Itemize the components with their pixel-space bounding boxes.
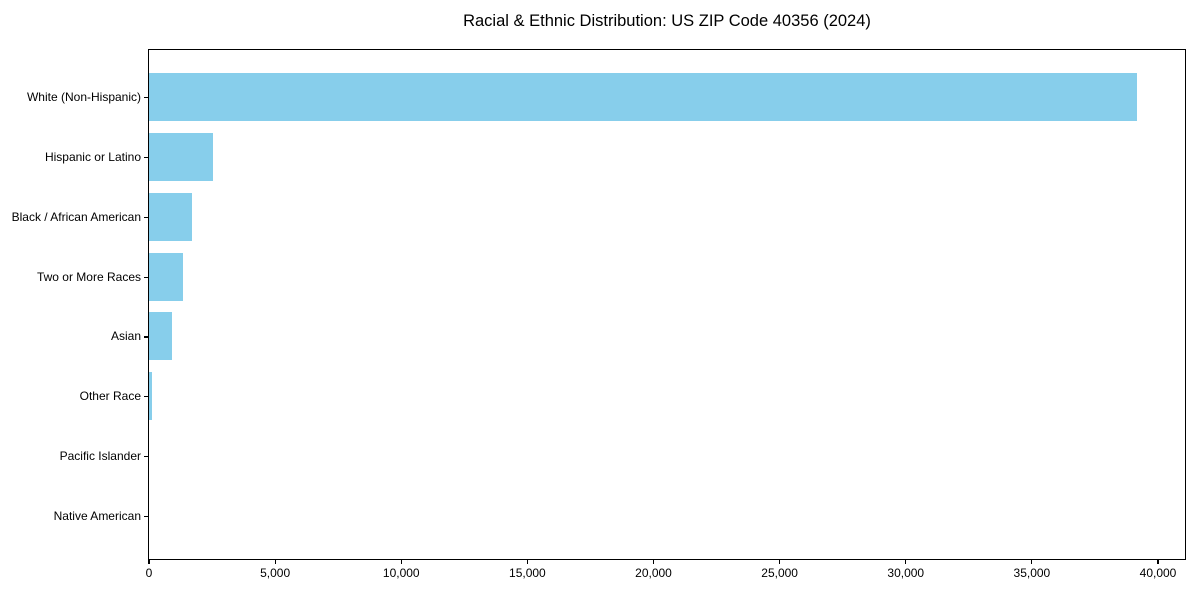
x-tick-label: 20,000 [635, 566, 672, 580]
y-tick-mark [144, 336, 148, 338]
y-tick-label: Pacific Islander [59, 449, 141, 464]
x-tick-mark [652, 560, 655, 564]
x-tick-mark [526, 560, 528, 564]
chart-title: Racial & Ethnic Distribution: US ZIP Cod… [463, 12, 871, 30]
y-tick-label: Hispanic or Latino [44, 149, 141, 164]
x-tick-label: 5,000 [260, 566, 291, 580]
y-tick-label: White (Non-Hispanic) [26, 90, 141, 104]
y-tick-mark [144, 216, 148, 218]
x-tick-label: 10,000 [382, 566, 420, 580]
x-tick-mark [400, 560, 402, 564]
y-tick-label: Two or More Races [36, 269, 141, 284]
x-tick-label: 0 [145, 566, 153, 580]
x-tick-mark [148, 560, 150, 564]
x-tick-label: 40,000 [1139, 566, 1177, 580]
x-tick-label: 15,000 [509, 566, 546, 580]
bar-other-race [149, 372, 153, 421]
y-tick-mark [144, 456, 148, 458]
y-tick-label: Native American [53, 508, 141, 523]
y-tick-label: Black / African American [11, 209, 141, 224]
y-tick-mark [144, 396, 148, 398]
x-tick-mark [1157, 560, 1159, 564]
y-tick-mark [144, 156, 148, 159]
x-tick-mark [1031, 560, 1033, 564]
y-tick-mark [144, 276, 148, 278]
y-tick-mark [144, 97, 148, 99]
x-tick-label: 25,000 [761, 566, 798, 580]
x-tick-label: 30,000 [887, 566, 925, 580]
bar-asian [149, 312, 173, 361]
y-tick-mark [144, 515, 148, 518]
bar-white-non-hispanic [149, 73, 1137, 121]
bar-black-african-american [149, 192, 193, 241]
x-tick-mark [274, 560, 276, 564]
bar-two-or-more-races [149, 252, 183, 301]
bar-hispanic-or-latino [149, 132, 213, 181]
y-tick-label: Other Race [79, 389, 141, 404]
plot-area [148, 49, 1186, 560]
y-tick-label: Asian [110, 329, 141, 344]
x-tick-label: 35,000 [1013, 566, 1051, 580]
x-tick-mark [905, 560, 907, 564]
x-tick-mark [779, 560, 781, 564]
